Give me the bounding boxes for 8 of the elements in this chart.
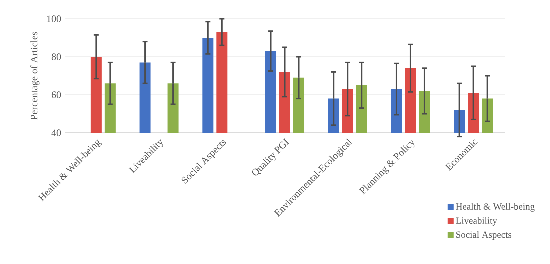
y-axis-title: Percentage of Articles [30,32,40,120]
y-tick-label: 80 [52,54,62,60]
legend-label: Liveability [456,217,498,226]
y-tick-label: 40 [52,130,62,136]
y-tick-label: 100 [47,16,62,22]
y-tick-label: 60 [52,92,62,98]
legend-label: Health & Well-being [456,203,535,212]
legend-label: Social Aspects [456,231,512,240]
